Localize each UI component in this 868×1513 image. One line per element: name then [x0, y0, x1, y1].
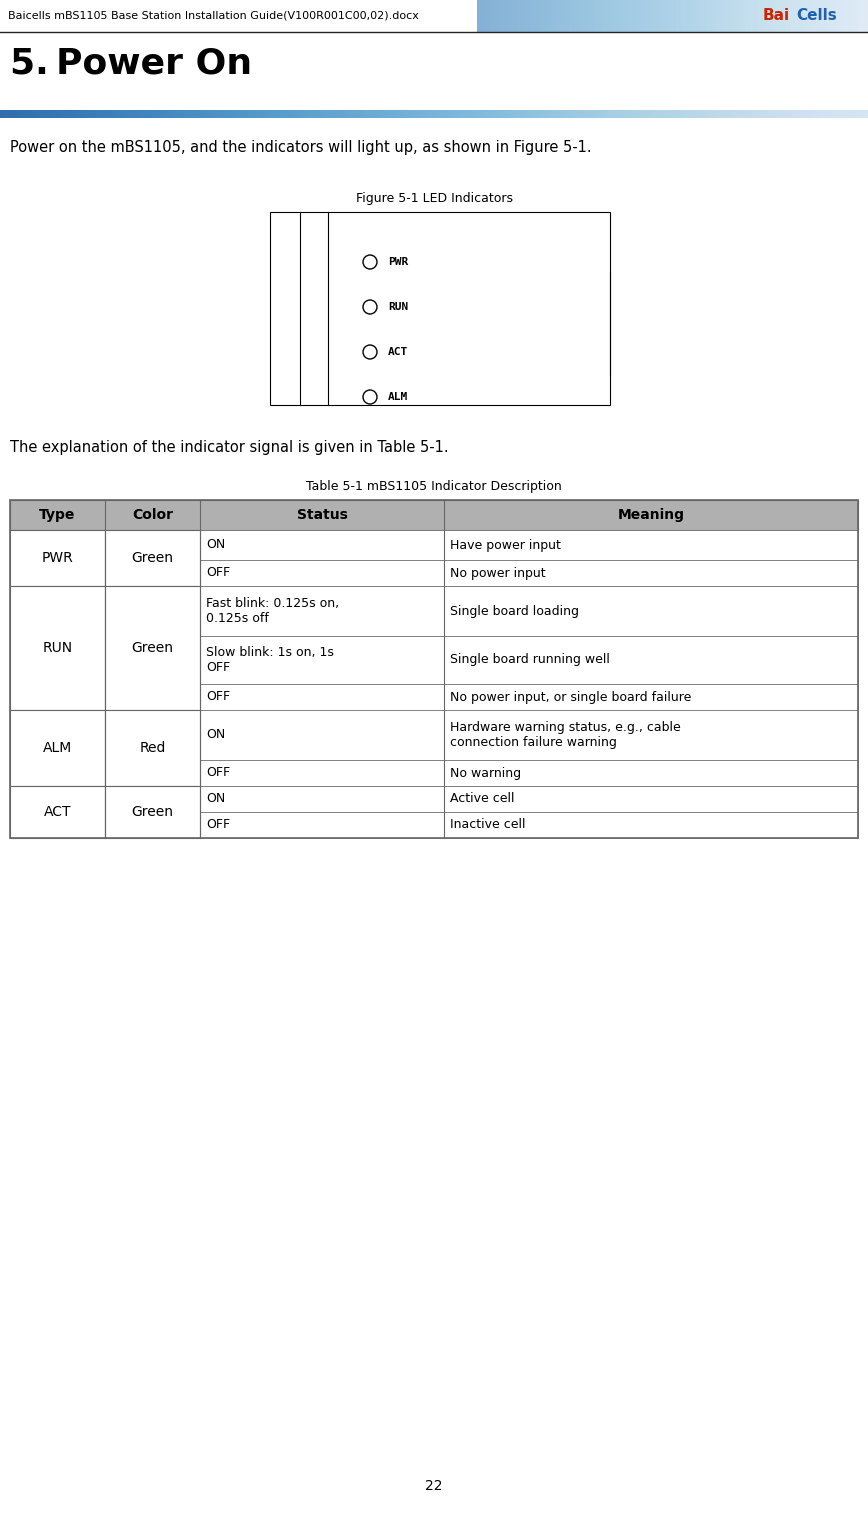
Text: OFF: OFF [206, 767, 230, 779]
Text: ON: ON [206, 539, 225, 552]
Text: PWR: PWR [388, 257, 408, 266]
Text: Slow blink: 1s on, 1s
OFF: Slow blink: 1s on, 1s OFF [206, 646, 334, 673]
Text: No power input, or single board failure: No power input, or single board failure [450, 690, 692, 704]
Bar [200, 530, 444, 560]
Bar [105, 760, 200, 785]
Bar [200, 586, 444, 635]
Bar [200, 812, 444, 838]
Circle shape [363, 390, 377, 404]
Bar [444, 560, 858, 586]
Bar [444, 635, 858, 684]
Bar [10, 684, 105, 710]
Bar [10, 812, 105, 838]
Text: Single board running well: Single board running well [450, 654, 610, 667]
Text: Green: Green [131, 642, 174, 655]
Bar [444, 684, 858, 710]
Text: ACT: ACT [388, 346, 408, 357]
Bar [200, 785, 444, 812]
Bar [10, 586, 105, 635]
Text: Cells: Cells [796, 8, 837, 23]
Bar [10, 530, 105, 586]
Bar [444, 586, 858, 635]
Bar [10, 785, 105, 838]
Bar [105, 710, 200, 760]
Text: Inactive cell: Inactive cell [450, 819, 526, 832]
Bar [10, 710, 105, 760]
Text: Have power input: Have power input [450, 539, 561, 552]
Text: ON: ON [206, 793, 225, 805]
Bar [10, 710, 105, 785]
Text: PWR: PWR [42, 551, 74, 564]
Text: Hardware warning status, e.g., cable
connection failure warning: Hardware warning status, e.g., cable con… [450, 722, 681, 749]
Bar [105, 684, 200, 710]
Text: Table 5-1 mBS1105 Indicator Description: Table 5-1 mBS1105 Indicator Description [306, 480, 562, 493]
Bar [105, 586, 200, 635]
Text: 5. Power On: 5. Power On [10, 47, 252, 82]
Bar [444, 530, 858, 560]
Bar [444, 812, 858, 838]
Text: ALM: ALM [388, 392, 408, 402]
Text: Color: Color [132, 508, 173, 522]
Text: Active cell: Active cell [450, 793, 515, 805]
Bar [200, 560, 444, 586]
Text: Green: Green [131, 551, 174, 564]
Bar [0, 0, 868, 32]
Bar [105, 812, 200, 838]
Text: Fast blink: 0.125s on,
0.125s off: Fast blink: 0.125s on, 0.125s off [206, 598, 339, 625]
Bar [10, 560, 105, 586]
Circle shape [363, 256, 377, 269]
Text: ACT: ACT [43, 805, 71, 819]
Text: OFF: OFF [206, 819, 230, 832]
Bar [444, 785, 858, 812]
Text: No warning: No warning [450, 767, 522, 779]
Text: ALM: ALM [43, 741, 72, 755]
Text: Green: Green [131, 805, 174, 819]
Text: Single board loading: Single board loading [450, 605, 579, 617]
Bar [200, 635, 444, 684]
Text: RUN: RUN [388, 303, 408, 312]
Text: Status: Status [297, 508, 347, 522]
Text: OFF: OFF [206, 566, 230, 579]
Bar [105, 635, 200, 684]
Text: Power on the mBS1105, and the indicators will light up, as shown in Figure 5-1.: Power on the mBS1105, and the indicators… [10, 141, 592, 154]
Text: Meaning: Meaning [618, 508, 685, 522]
Bar [10, 760, 105, 785]
Bar [105, 785, 200, 812]
Bar [10, 785, 105, 812]
Text: OFF: OFF [206, 690, 230, 704]
Bar [200, 684, 444, 710]
Bar [105, 710, 200, 785]
Circle shape [363, 300, 377, 315]
Text: No power input: No power input [450, 566, 546, 579]
Text: Red: Red [139, 741, 166, 755]
Bar [10, 499, 858, 838]
Bar [10, 635, 105, 684]
Text: Figure 5-1 LED Indicators: Figure 5-1 LED Indicators [356, 192, 512, 204]
Text: 22: 22 [425, 1480, 443, 1493]
Bar [105, 586, 200, 710]
Bar [105, 530, 200, 560]
Bar [10, 530, 105, 560]
Text: Type: Type [39, 508, 76, 522]
Circle shape [363, 345, 377, 359]
Bar [200, 710, 444, 760]
Bar [270, 212, 610, 405]
Bar [105, 785, 200, 838]
Bar [10, 499, 858, 530]
Text: Bai: Bai [763, 8, 790, 23]
Bar [444, 760, 858, 785]
Bar [10, 586, 105, 710]
Bar [105, 530, 200, 586]
Text: The explanation of the indicator signal is given in Table 5-1.: The explanation of the indicator signal … [10, 440, 449, 455]
Bar [444, 710, 858, 760]
Text: ON: ON [206, 728, 225, 741]
Bar [200, 760, 444, 785]
Text: Baicells mBS1105 Base Station Installation Guide(V100R001C00,02).docx: Baicells mBS1105 Base Station Installati… [8, 11, 419, 21]
Text: RUN: RUN [43, 642, 73, 655]
Bar [105, 560, 200, 586]
